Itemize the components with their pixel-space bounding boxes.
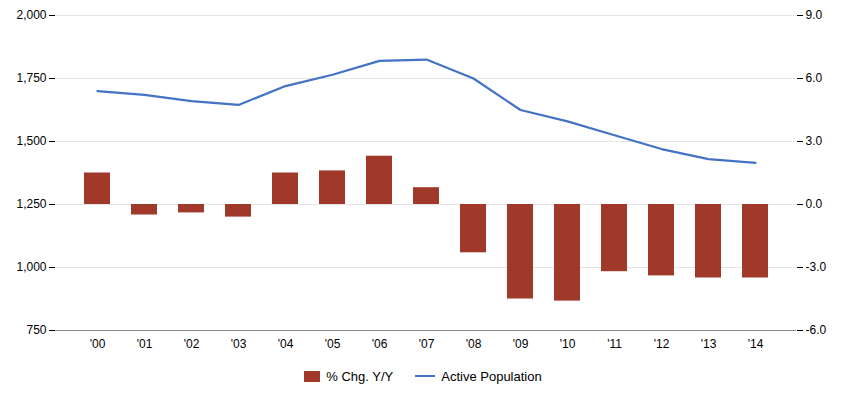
svg-text:'02: '02 xyxy=(184,337,200,351)
html-text:Active Population: Active Population xyxy=(441,368,542,384)
svg-text:'08: '08 xyxy=(466,337,482,351)
svg-text:2,000: 2,000 xyxy=(16,8,46,22)
svg-text:1,500: 1,500 xyxy=(16,134,46,148)
svg-text:'14: '14 xyxy=(748,337,764,351)
svg-text:'12: '12 xyxy=(654,337,670,351)
html-text:% Chg. Y/Y: % Chg. Y/Y xyxy=(326,368,394,384)
svg-text:'03: '03 xyxy=(231,337,247,351)
svg-text:'13: '13 xyxy=(701,337,717,351)
svg-text:1,000: 1,000 xyxy=(16,260,46,274)
svg-text:1,250: 1,250 xyxy=(16,197,46,211)
svg-text:'06: '06 xyxy=(372,337,388,351)
svg-text:'01: '01 xyxy=(137,337,153,351)
svg-text:750: 750 xyxy=(26,323,46,337)
svg-text:9.0: 9.0 xyxy=(806,8,823,22)
svg-text:'05: '05 xyxy=(325,337,341,351)
svg-text:'00: '00 xyxy=(90,337,106,351)
svg-text:-3.0: -3.0 xyxy=(806,260,827,274)
svg-text:3.0: 3.0 xyxy=(806,134,823,148)
svg-text:'10: '10 xyxy=(560,337,576,351)
svg-text:6.0: 6.0 xyxy=(806,71,823,85)
svg-text:-6.0: -6.0 xyxy=(806,323,827,337)
svg-text:'04: '04 xyxy=(278,337,294,351)
svg-text:'09: '09 xyxy=(513,337,529,351)
svg-text:'11: '11 xyxy=(607,337,622,351)
svg-text:1,750: 1,750 xyxy=(16,71,46,85)
svg-text:'07: '07 xyxy=(419,337,435,351)
svg-text:0.0: 0.0 xyxy=(806,197,823,211)
